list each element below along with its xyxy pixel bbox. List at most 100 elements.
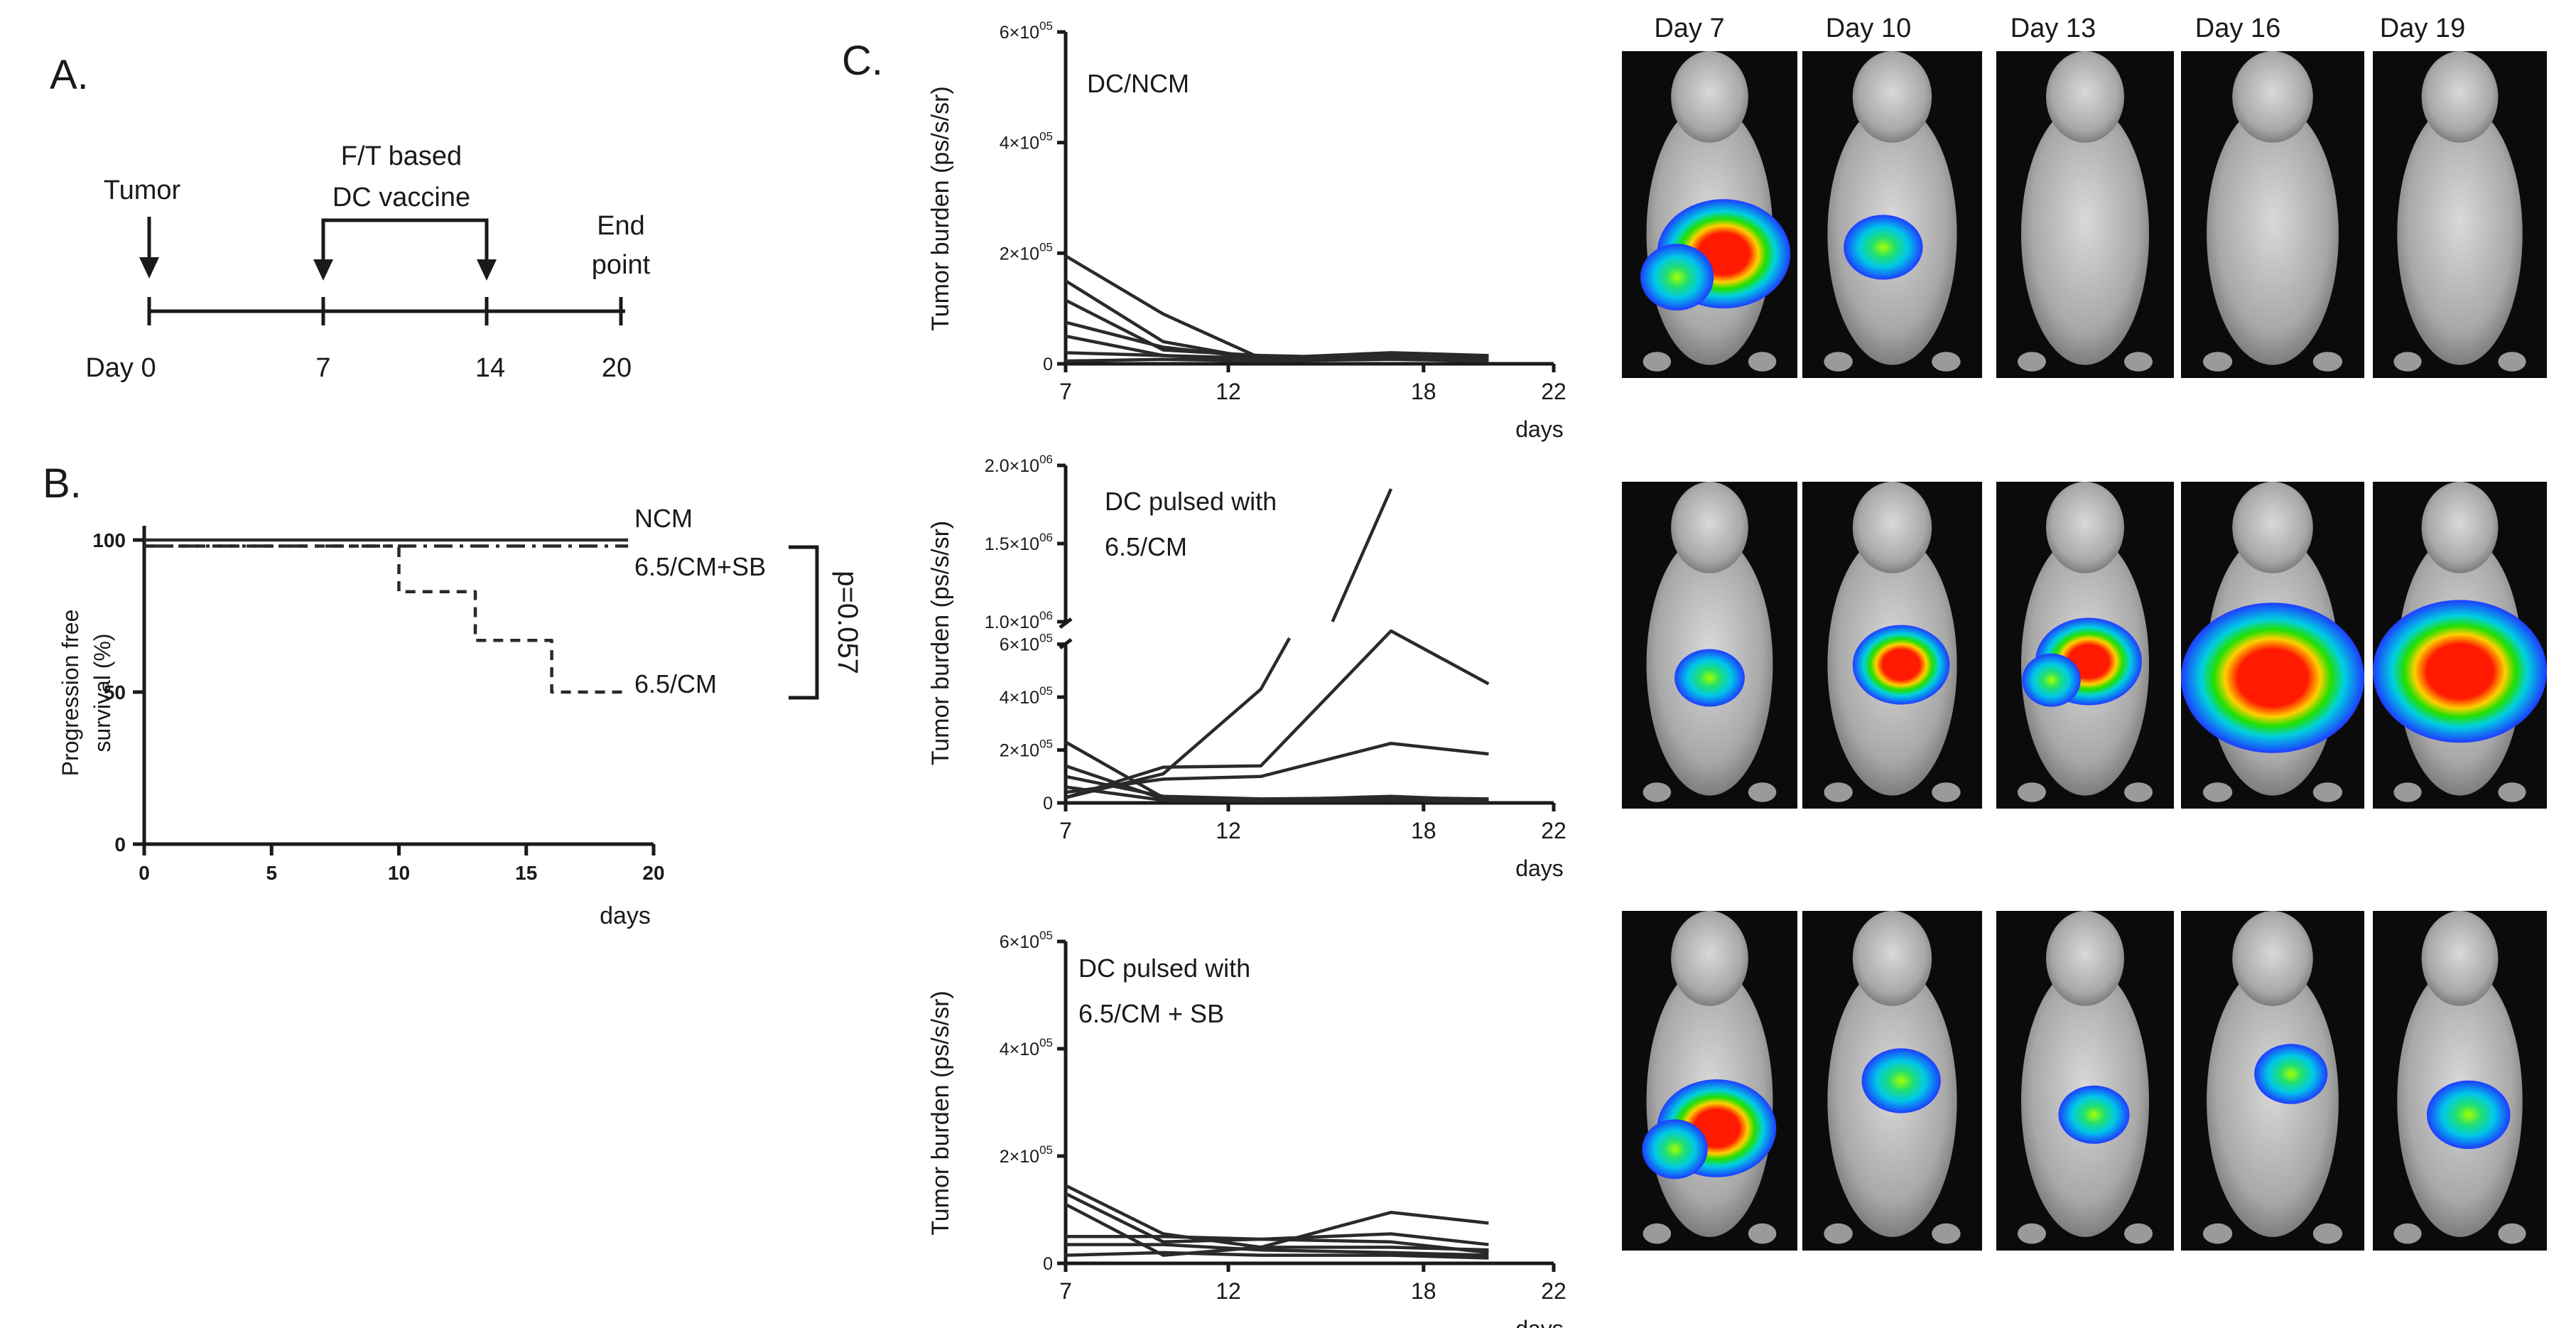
x-tick-label: 5 <box>266 862 277 884</box>
p-value-annotation: p=0.057 <box>832 571 863 674</box>
y-tick-label: 4×1005 <box>1000 1036 1053 1059</box>
mouse-image-r2-c5 <box>2373 482 2547 809</box>
tumor-signal <box>2254 1044 2328 1104</box>
x-tick-label: 7 <box>1059 818 1072 843</box>
mouse-foot <box>1824 1223 1853 1244</box>
y-tick-label: 4×1005 <box>1000 130 1053 153</box>
tumor-signal-secondary <box>2022 653 2081 707</box>
mouse-head <box>2046 482 2124 573</box>
timeline-day-7: 7 <box>315 353 330 383</box>
x-tick-label: 7 <box>1059 1278 1072 1304</box>
mouse-foot <box>2202 352 2233 372</box>
survival-series-3 <box>144 544 629 694</box>
chart-title-line: 6.5/CM <box>1105 532 1187 561</box>
y-axis-label-line2: survival (%) <box>90 633 115 752</box>
tumor-signal <box>2058 1085 2130 1144</box>
mouse-head <box>2421 482 2499 573</box>
mouse-foot <box>1932 352 1961 372</box>
mouse-foot <box>1748 352 1777 372</box>
timeline-day-0: Day 0 <box>85 353 156 383</box>
vaccine-bracket-arrow-icon <box>313 218 497 281</box>
y-tick-label: 2×1005 <box>1000 738 1053 761</box>
y-tick-label: 0 <box>1043 794 1053 814</box>
y-axis-label-line1: Progression free <box>58 610 83 777</box>
timeline: Day 0 7 14 20 Tumor F/T based DC vaccine… <box>85 141 650 383</box>
tumor-signal <box>2373 600 2547 743</box>
series-line-1 <box>1065 637 1292 799</box>
tumor-signal-secondary <box>1640 244 1714 311</box>
x-tick-label: 0 <box>139 862 150 884</box>
y-tick-label: 2.0×1006 <box>985 453 1053 476</box>
series-line-3 <box>1064 1202 1489 1257</box>
series-line-6 <box>1065 351 1489 360</box>
series-line-7 <box>1065 785 1489 804</box>
day-header-13: Day 13 <box>2011 14 2096 43</box>
timeline-end-label-2: point <box>592 250 651 280</box>
day-header-7: Day 7 <box>1654 14 1724 43</box>
x-axis-label: days <box>1515 416 1564 442</box>
series-label: NCM <box>634 504 693 533</box>
mouse-foot <box>1932 1223 1961 1244</box>
y-tick-label: 6×1005 <box>1000 19 1053 43</box>
y-tick-label: 6×1005 <box>1000 929 1053 952</box>
mouse-foot <box>1643 352 1672 372</box>
series-label: 6.5/CM+SB <box>634 552 766 581</box>
mouse-foot <box>1932 782 1961 802</box>
series-line-1-upper <box>1331 488 1393 622</box>
timeline-vaccine-label-2: DC vaccine <box>332 183 470 212</box>
panel-label-a: A. <box>50 52 89 98</box>
tumor-burden-chart-dc-65cm-sb: 0 2×1005 4×1005 6×1005 7 12 18 22 days Tumor burd… <box>927 929 1566 1328</box>
chart-title-line: DC/NCM <box>1087 69 1189 98</box>
mouse-head <box>1852 482 1932 573</box>
mouse-image-r3-c1 <box>1622 911 1797 1251</box>
mouse-head <box>1671 911 1748 1006</box>
tumor-burden-chart-dc-ncm: 0 2×1005 4×1005 6×1005 7 12 18 22 days Tumor burd… <box>927 19 1566 442</box>
mouse-foot <box>2202 782 2233 802</box>
mouse-foot <box>1643 782 1672 802</box>
mouse-foot <box>2124 352 2153 372</box>
y-tick-label: 2×1005 <box>1000 1143 1053 1167</box>
mouse-head <box>1671 50 1748 143</box>
mouse-head <box>2232 911 2313 1006</box>
mouse-head <box>2046 911 2124 1006</box>
y-axis-label: Tumor burden (ps/s/sr) <box>927 521 954 766</box>
mouse-image-r1-c1 <box>1622 50 1797 378</box>
x-tick-label: 18 <box>1411 1278 1436 1304</box>
y-tick-label: 100 <box>92 529 126 551</box>
panel-label-b: B. <box>43 460 82 507</box>
mouse-head <box>2046 50 2124 143</box>
chart-title-line: DC pulsed with <box>1105 487 1277 516</box>
y-tick-label: 1.5×1006 <box>985 531 1053 554</box>
mouse-image-r1-c3 <box>1996 50 2174 378</box>
timeline-vaccine-label-1: F/T based <box>341 141 462 171</box>
mouse-foot <box>2393 782 2422 802</box>
x-axis-label: days <box>1515 855 1564 881</box>
chart-title-line: 6.5/CM + SB <box>1078 999 1224 1028</box>
mouse-foot <box>2018 352 2046 372</box>
mouse-foot <box>2312 352 2343 372</box>
series-line-7 <box>1065 357 1489 363</box>
x-tick-label: 7 <box>1059 379 1072 404</box>
mouse-foot <box>1748 782 1777 802</box>
mouse-image-r2-c1 <box>1622 482 1797 809</box>
y-tick-label: 0 <box>1043 355 1053 374</box>
tumor-signal <box>1844 215 1923 280</box>
mouse-foot <box>1824 352 1853 372</box>
timeline-tumor-label: Tumor <box>104 176 181 205</box>
bioluminescence-image-grid <box>1622 50 2547 1251</box>
y-tick-label: 2×1005 <box>1000 240 1053 264</box>
y-tick-label: 1.0×1006 <box>985 609 1053 632</box>
mouse-body <box>2397 103 2523 365</box>
mouse-image-r2-c2 <box>1802 482 1982 809</box>
x-axis-label: days <box>600 902 651 929</box>
mouse-foot <box>2124 782 2153 802</box>
mouse-foot <box>2498 782 2526 802</box>
x-axis-label: days <box>1515 1316 1564 1328</box>
x-tick-label: 12 <box>1216 379 1241 404</box>
mouse-foot <box>2393 352 2422 372</box>
mouse-foot <box>2498 352 2526 372</box>
y-tick-label: 0 <box>1043 1254 1053 1274</box>
mouse-foot <box>1643 1223 1672 1244</box>
mouse-image-r3-c4 <box>2181 911 2364 1251</box>
